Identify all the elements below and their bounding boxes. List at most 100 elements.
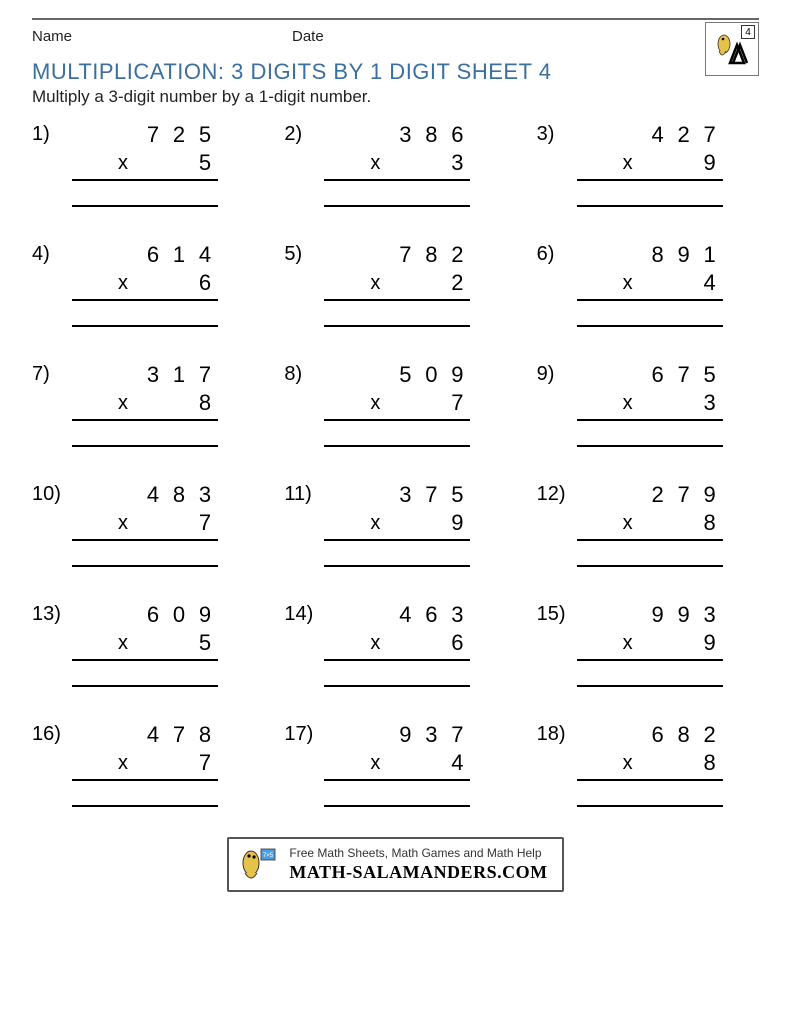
digit: 9	[444, 510, 470, 536]
problem: 15)993x9	[537, 601, 759, 687]
answer-line	[72, 565, 218, 567]
digit: 5	[444, 482, 470, 508]
digit: 6	[418, 602, 444, 628]
multiplicand-row: 375	[324, 481, 470, 509]
digit: 0	[418, 362, 444, 388]
multiplicand-row: 509	[324, 361, 470, 389]
multiply-symbol: x	[118, 272, 140, 295]
problem-number: 17)	[284, 721, 324, 746]
answer-line	[577, 805, 723, 807]
problem: 11)375x9	[284, 481, 506, 567]
multiply-symbol: x	[370, 752, 392, 775]
multiplier-row: x3	[324, 149, 470, 177]
multiply-symbol: x	[118, 392, 140, 415]
problem-body: 609x5	[72, 601, 218, 687]
multiplier-row: x8	[72, 389, 218, 417]
problem: 17)937x4	[284, 721, 506, 807]
name-label: Name	[32, 28, 272, 45]
answer-line	[72, 445, 218, 447]
digit: 4	[444, 750, 470, 776]
problem-number: 4)	[32, 241, 72, 266]
answer-space	[72, 541, 218, 565]
digit: 3	[140, 362, 166, 388]
digit: 1	[697, 242, 723, 268]
digit: 6	[140, 602, 166, 628]
problem: 2)386x3	[284, 121, 506, 207]
multiplier-row: x8	[577, 509, 723, 537]
svg-text:7×5: 7×5	[263, 853, 274, 859]
problem-body: 279x8	[577, 481, 723, 567]
digit: 7	[192, 510, 218, 536]
answer-line	[72, 325, 218, 327]
problem-number: 6)	[537, 241, 577, 266]
digit: 2	[697, 722, 723, 748]
digit: 6	[444, 122, 470, 148]
problem: 16)478x7	[32, 721, 254, 807]
answer-space	[577, 421, 723, 445]
digit: 3	[444, 150, 470, 176]
answer-line	[577, 205, 723, 207]
multiply-symbol: x	[370, 632, 392, 655]
multiplier-row: x7	[72, 749, 218, 777]
digit: 8	[192, 722, 218, 748]
problem-body: 682x8	[577, 721, 723, 807]
digit: 7	[192, 362, 218, 388]
answer-space	[72, 661, 218, 685]
multiplicand-row: 483	[72, 481, 218, 509]
problem-number: 12)	[537, 481, 577, 506]
multiplicand-row: 682	[577, 721, 723, 749]
problem-number: 18)	[537, 721, 577, 746]
digit: 9	[697, 150, 723, 176]
answer-line	[324, 325, 470, 327]
digit: 1	[166, 242, 192, 268]
grade-number: 4	[741, 25, 755, 39]
multiplicand-row: 609	[72, 601, 218, 629]
digit: 9	[697, 630, 723, 656]
digit: 6	[444, 630, 470, 656]
digit: 9	[192, 602, 218, 628]
grade-badge: 4	[705, 22, 759, 76]
answer-line	[577, 565, 723, 567]
problem: 6)891x4	[537, 241, 759, 327]
problem-body: 386x3	[324, 121, 470, 207]
digit: 3	[697, 390, 723, 416]
problem: 10)483x7	[32, 481, 254, 567]
multiplicand-row: 782	[324, 241, 470, 269]
digit: 4	[192, 242, 218, 268]
problem-body: 614x6	[72, 241, 218, 327]
problem: 8)509x7	[284, 361, 506, 447]
answer-space	[324, 181, 470, 205]
multiplier-row: x7	[72, 509, 218, 537]
digit: 3	[697, 602, 723, 628]
problem-body: 509x7	[324, 361, 470, 447]
answer-space	[72, 781, 218, 805]
digit: 8	[418, 122, 444, 148]
problem-number: 2)	[284, 121, 324, 146]
problem-number: 16)	[32, 721, 72, 746]
answer-line	[577, 445, 723, 447]
multiply-symbol: x	[623, 632, 645, 655]
multiplicand-row: 891	[577, 241, 723, 269]
digit: 5	[192, 122, 218, 148]
answer-line	[324, 805, 470, 807]
worksheet-subtitle: Multiply a 3-digit number by a 1-digit n…	[32, 87, 759, 107]
answer-line	[324, 565, 470, 567]
multiplicand-row: 725	[72, 121, 218, 149]
digit: 8	[697, 510, 723, 536]
digit: 9	[645, 602, 671, 628]
problem-number: 3)	[537, 121, 577, 146]
digit: 5	[392, 362, 418, 388]
multiply-symbol: x	[370, 152, 392, 175]
multiplier-row: x9	[324, 509, 470, 537]
multiply-symbol: x	[118, 512, 140, 535]
multiplicand-row: 279	[577, 481, 723, 509]
multiplier-row: x9	[577, 629, 723, 657]
problem: 7)317x8	[32, 361, 254, 447]
digit: 3	[444, 602, 470, 628]
multiplier-row: x2	[324, 269, 470, 297]
digit: 8	[166, 482, 192, 508]
answer-space	[577, 301, 723, 325]
problem-body: 993x9	[577, 601, 723, 687]
multiply-symbol: x	[370, 272, 392, 295]
problem-number: 1)	[32, 121, 72, 146]
